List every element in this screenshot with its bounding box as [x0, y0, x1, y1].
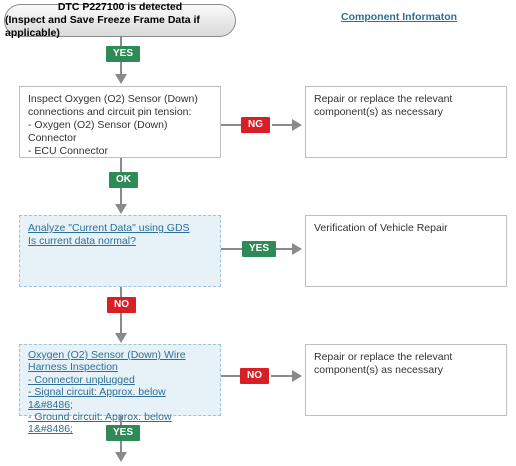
connector-line [120, 62, 122, 74]
connector-line [120, 416, 122, 425]
arrow-down [115, 204, 127, 214]
ok-badge: OK [109, 172, 138, 188]
verification-box: Verification of Vehicle Repair [305, 215, 507, 287]
connector-line [221, 375, 240, 377]
ground-circuit-link[interactable]: - Ground circuit: Approx. below 1&#8486; [28, 411, 172, 436]
connector-line [221, 248, 242, 250]
start-subtitle: (Inspect and Save Freeze Frame Data if a… [5, 14, 200, 39]
step1-line: Connector [28, 132, 77, 144]
arrow-right [292, 243, 302, 255]
verification-text: Verification of Vehicle Repair [314, 222, 448, 234]
step1-line: Inspect Oxygen (O2) Sensor (Down) [28, 93, 198, 105]
start-node: DTC P227100 is detected (Inspect and Sav… [4, 1, 236, 39]
connector-line [120, 158, 122, 172]
arrow-down [115, 452, 127, 462]
arrow-down [115, 333, 127, 343]
ng-result-line: component(s) as necessary [314, 106, 443, 118]
connector-line [221, 124, 241, 126]
signal-circuit-link[interactable]: - Signal circuit: Approx. below 1&#8486; [28, 386, 166, 411]
no-result-line: component(s) as necessary [314, 364, 443, 376]
ng-badge: NG [241, 117, 270, 133]
connector-line [120, 188, 122, 204]
step3-box: Oxygen (O2) Sensor (Down) Wire Harness I… [19, 344, 221, 435]
step1-line: connections and circuit pin tension: [28, 106, 192, 118]
connector-line [120, 441, 122, 452]
no-result-box: Repair or replace the relevant component… [305, 344, 507, 416]
connector-line [120, 313, 122, 333]
step1-box: Inspect Oxygen (O2) Sensor (Down) connec… [19, 86, 221, 158]
ng-result-box: Repair or replace the relevant component… [305, 86, 507, 158]
arrow-down [115, 74, 127, 84]
component-information-link[interactable]: Component Informaton [341, 11, 458, 23]
start-title: DTC P227100 is detected [57, 1, 183, 13]
no-result-line: Repair or replace the relevant [314, 351, 453, 363]
yes-badge: YES [106, 46, 141, 62]
analyze-current-data-link[interactable]: Analyze "Current Data" using GDS [28, 222, 190, 234]
step1-line: - Oxygen (O2) Sensor (Down) [28, 119, 168, 131]
no-badge: NO [240, 368, 269, 384]
step1-line: - ECU Connector [28, 145, 108, 157]
ng-result-line: Repair or replace the relevant [314, 93, 453, 105]
arrow-right [292, 119, 302, 131]
current-data-normal-link[interactable]: Is current data normal? [28, 235, 136, 247]
connector-line [271, 375, 292, 377]
yes-badge: YES [106, 425, 141, 441]
harness-inspection-link[interactable]: Harness Inspection [28, 361, 118, 374]
connector-unplugged-link[interactable]: - Connector unplugged [28, 373, 135, 386]
step2-box: Analyze "Current Data" using GDS Is curr… [19, 215, 221, 287]
connector-line [272, 124, 292, 126]
yes-badge: YES [242, 241, 277, 257]
harness-inspection-link[interactable]: Oxygen (O2) Sensor (Down) Wire [28, 349, 186, 361]
connector-line [276, 248, 292, 250]
connector-line [120, 37, 122, 46]
connector-line [120, 287, 122, 297]
no-badge: NO [107, 297, 136, 313]
arrow-right [292, 370, 302, 382]
